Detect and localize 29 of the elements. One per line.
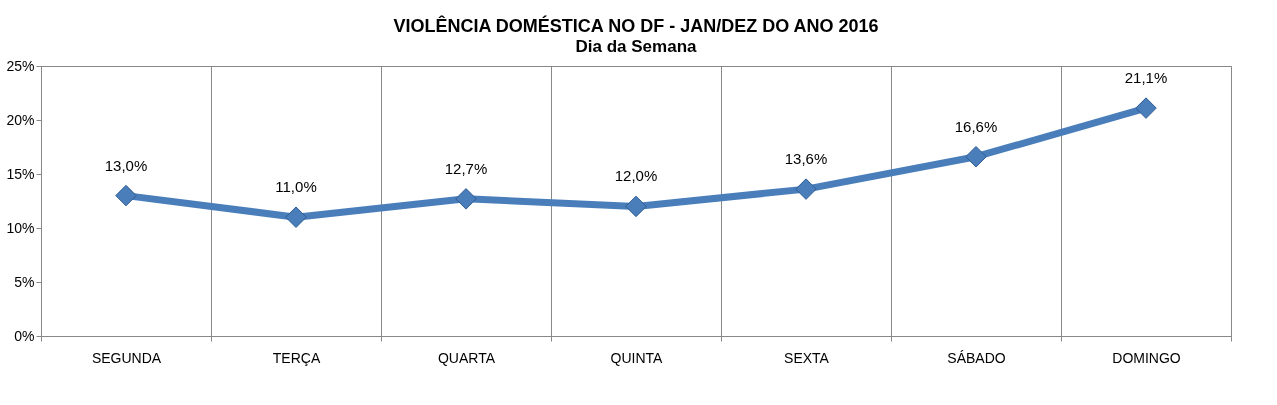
- data-label: 21,1%: [1124, 69, 1168, 87]
- x-tick-label: SEXTA: [784, 349, 830, 366]
- data-label: 13,6%: [784, 150, 828, 168]
- x-tick-label: DOMINGO: [1112, 349, 1181, 366]
- chart-title: VIOLÊNCIA DOMÉSTICA NO DF - JAN/DEZ DO ANO 2016: [393, 15, 879, 36]
- x-tick-label: SÁBADO: [947, 349, 1006, 366]
- y-tick-label: 0%: [14, 327, 35, 344]
- y-tick-label: 20%: [6, 111, 35, 128]
- point: [115, 184, 137, 207]
- x-tick-label: TERÇA: [272, 349, 321, 366]
- point: [1135, 97, 1157, 119]
- y-tick-label: 15%: [6, 165, 35, 182]
- point: [285, 206, 307, 228]
- data-label: 11,0%: [275, 178, 317, 196]
- point: [965, 145, 987, 168]
- y-tick-label: 25%: [6, 57, 35, 74]
- data-label: 16,6%: [954, 117, 998, 135]
- point: [795, 178, 817, 200]
- chart-subtitle: Dia da Semana: [575, 37, 698, 56]
- data-label: 12,7%: [444, 159, 488, 177]
- data-label: 13,0%: [104, 156, 148, 174]
- data-label: 12,0%: [614, 167, 658, 185]
- y-tick-label: 5%: [14, 273, 35, 290]
- x-tick-label: QUARTA: [437, 349, 496, 366]
- x-tick-label: QUINTA: [610, 349, 664, 366]
- y-tick-label: 10%: [6, 219, 35, 236]
- x-tick-label: SEGUNDA: [91, 349, 162, 366]
- point: [625, 195, 647, 218]
- point: [455, 188, 477, 210]
